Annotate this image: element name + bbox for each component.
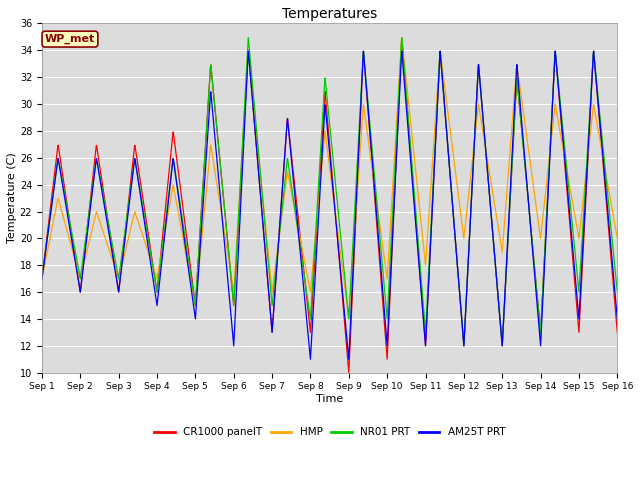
NR01 PRT xyxy=(335,221,343,227)
NR01 PRT xyxy=(396,79,403,85)
X-axis label: Time: Time xyxy=(316,394,343,404)
HMP xyxy=(195,266,203,272)
CR1000 panelT xyxy=(195,248,203,254)
CR1000 panelT xyxy=(398,35,406,41)
CR1000 panelT xyxy=(38,276,46,282)
HMP xyxy=(398,35,406,40)
Y-axis label: Temperature (C): Temperature (C) xyxy=(7,153,17,243)
AM25T PRT xyxy=(145,250,153,255)
CR1000 panelT xyxy=(501,294,509,300)
Line: CR1000 panelT: CR1000 panelT xyxy=(42,38,618,372)
Title: Temperatures: Temperatures xyxy=(282,7,377,21)
AM25T PRT xyxy=(307,356,314,362)
NR01 PRT xyxy=(501,294,509,300)
CR1000 panelT xyxy=(614,329,621,335)
HMP xyxy=(501,215,509,220)
HMP xyxy=(38,276,46,282)
NR01 PRT xyxy=(589,64,596,70)
AM25T PRT xyxy=(195,264,203,270)
CR1000 panelT xyxy=(345,370,353,375)
CR1000 panelT xyxy=(589,67,596,72)
NR01 PRT xyxy=(38,276,46,282)
Legend: CR1000 panelT, HMP, NR01 PRT, AM25T PRT: CR1000 panelT, HMP, NR01 PRT, AM25T PRT xyxy=(150,423,509,442)
Line: HMP: HMP xyxy=(42,37,618,319)
AM25T PRT xyxy=(396,95,403,100)
HMP xyxy=(345,316,353,322)
CR1000 panelT xyxy=(396,85,403,91)
AM25T PRT xyxy=(552,48,559,54)
AM25T PRT xyxy=(38,276,46,282)
NR01 PRT xyxy=(195,248,203,254)
HMP xyxy=(589,110,596,116)
NR01 PRT xyxy=(460,343,468,348)
Text: WP_met: WP_met xyxy=(45,34,95,44)
AM25T PRT xyxy=(335,256,343,262)
NR01 PRT xyxy=(244,35,252,41)
NR01 PRT xyxy=(145,241,153,247)
Line: NR01 PRT: NR01 PRT xyxy=(42,38,618,346)
CR1000 panelT xyxy=(145,236,153,242)
HMP xyxy=(396,72,403,78)
Line: AM25T PRT: AM25T PRT xyxy=(42,51,618,359)
HMP xyxy=(335,240,343,246)
AM25T PRT xyxy=(500,297,508,302)
AM25T PRT xyxy=(614,316,621,322)
AM25T PRT xyxy=(589,66,596,72)
CR1000 panelT xyxy=(335,256,343,262)
HMP xyxy=(614,236,621,241)
HMP xyxy=(145,252,153,257)
NR01 PRT xyxy=(614,289,621,295)
